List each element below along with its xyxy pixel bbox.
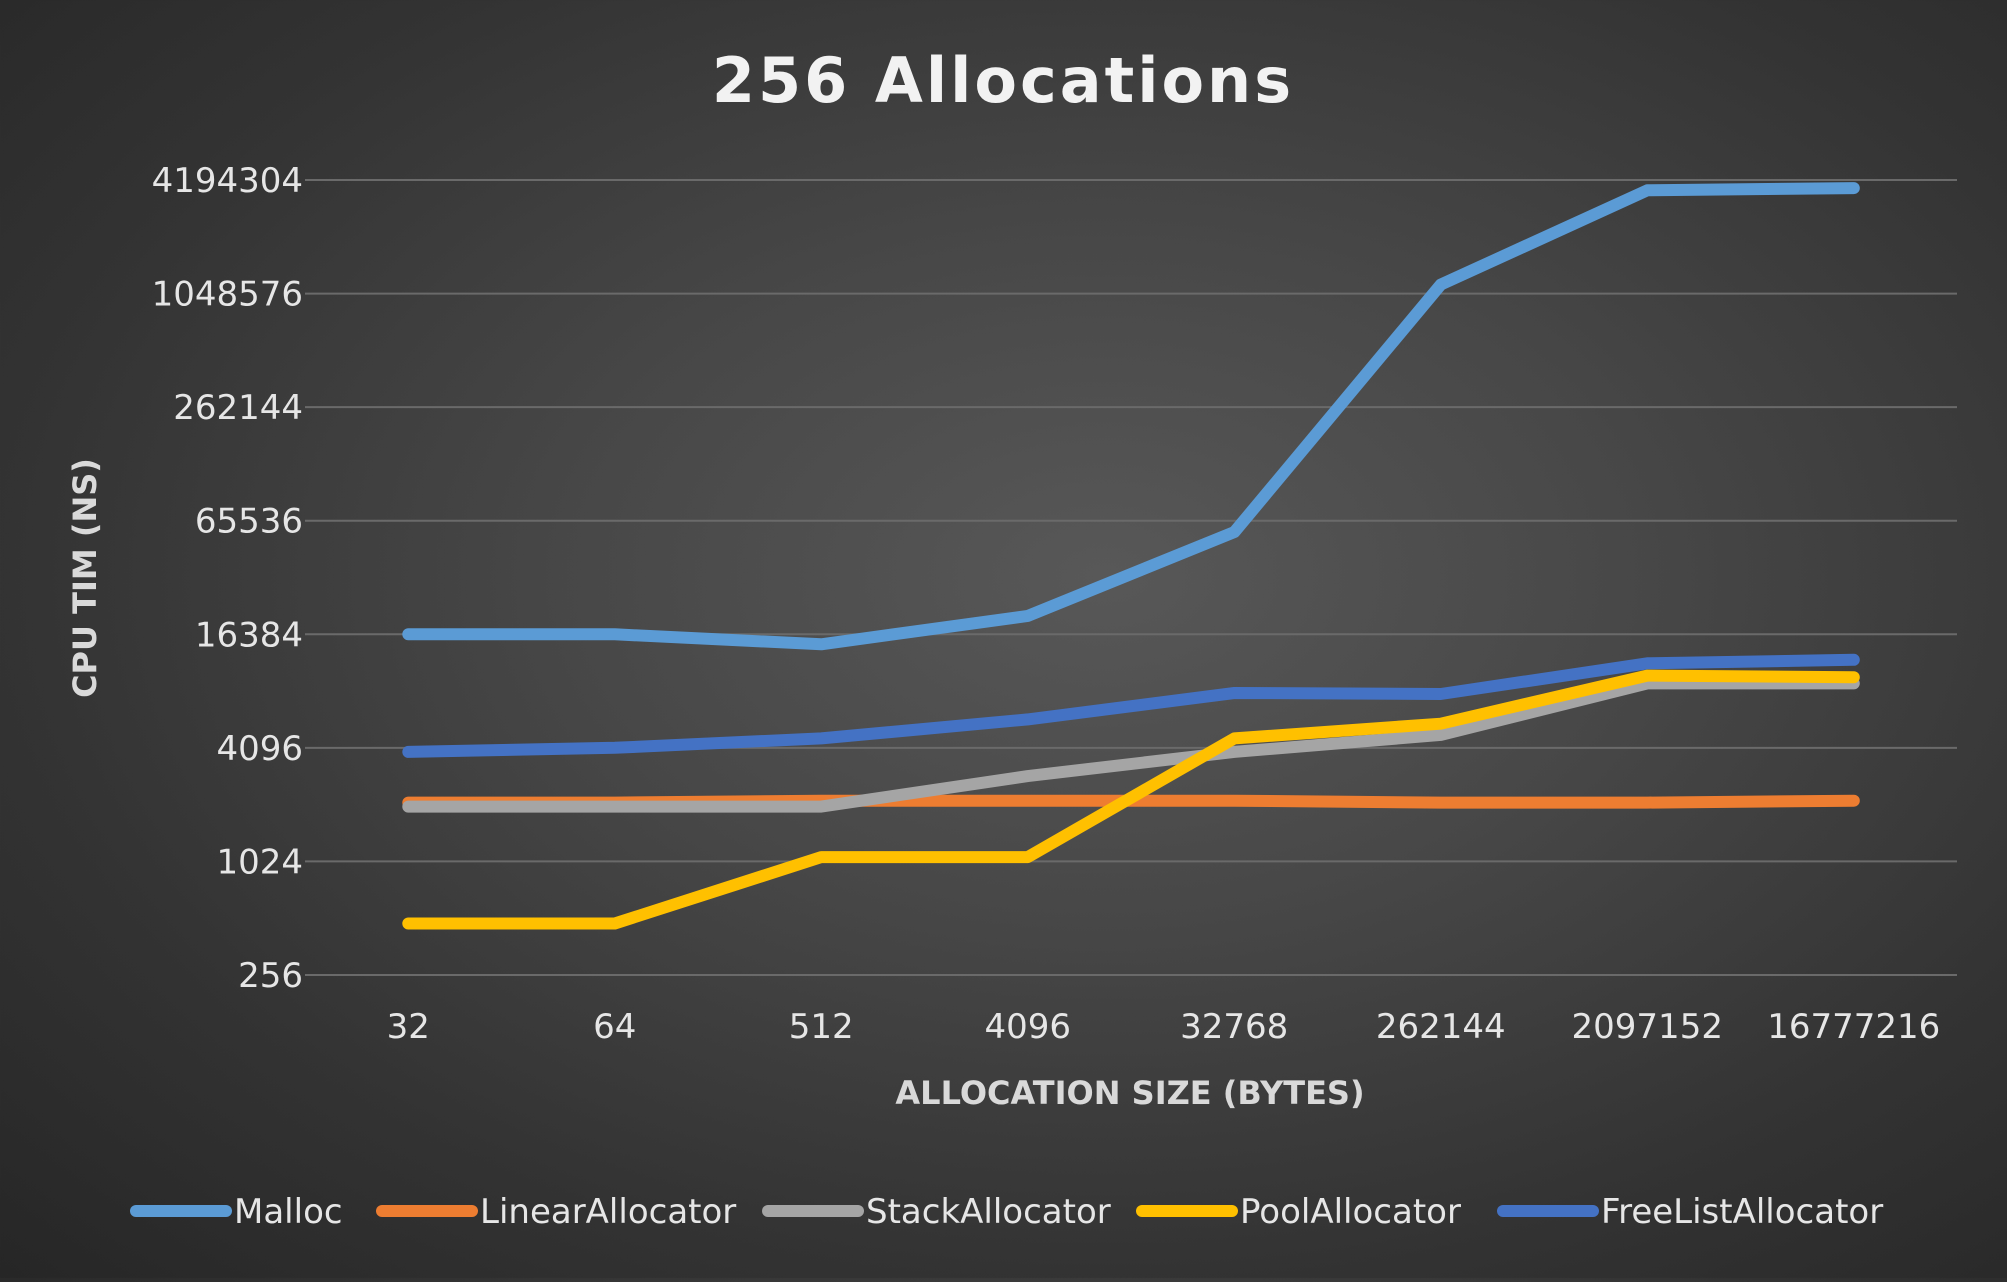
x-axis-label: ALLOCATION SIZE (BYTES) xyxy=(895,1074,1364,1112)
legend-label-freelistallocator: FreeListAllocator xyxy=(1601,1192,1883,1232)
y-axis-ticks: 4194304 1048576 262144 65536 16384 4096 1024 25… xyxy=(152,161,303,996)
x-tick-label: 262144 xyxy=(1376,1007,1506,1047)
series-line-poolallocator xyxy=(402,669,1860,930)
x-tick-label: 4096 xyxy=(984,1007,1071,1047)
y-tick-label: 16384 xyxy=(195,615,303,655)
x-tick-label: 64 xyxy=(593,1007,636,1047)
y-tick-label: 256 xyxy=(238,956,303,996)
legend-label-stackallocator: StackAllocator xyxy=(866,1192,1111,1232)
legend-label-poolallocator: PoolAllocator xyxy=(1240,1192,1461,1232)
y-axis-label: CPU TIM (NS) xyxy=(66,458,104,698)
x-tick-label: 2097152 xyxy=(1572,1007,1723,1047)
y-tick-label: 1048576 xyxy=(152,275,303,315)
y-tick-label: 65536 xyxy=(195,502,303,542)
series-line-freelistallocator xyxy=(402,653,1860,758)
y-tick-label: 4194304 xyxy=(152,161,303,201)
x-tick-label: 16777216 xyxy=(1767,1007,1940,1047)
legend-label-malloc: Malloc xyxy=(234,1192,343,1232)
y-tick-label: 4096 xyxy=(216,729,303,769)
x-axis-ticks: 32 64 512 4096 32768 262144 2097152 16777216 xyxy=(387,1007,1941,1047)
y-tick-label: 262144 xyxy=(173,388,303,428)
y-tick-label: 1024 xyxy=(216,842,303,882)
legend-label-linearallocator: LinearAllocator xyxy=(480,1192,736,1232)
chart-title: 256 Allocations xyxy=(712,44,1294,117)
legend: Malloc LinearAllocator StackAllocator PoolA… xyxy=(130,1192,1883,1232)
series-lines xyxy=(402,182,1860,930)
x-tick-label: 32 xyxy=(387,1007,430,1047)
series-line-malloc xyxy=(402,182,1860,651)
x-tick-label: 32768 xyxy=(1180,1007,1288,1047)
x-tick-label: 512 xyxy=(789,1007,854,1047)
series-line-stackallocator xyxy=(402,677,1860,813)
